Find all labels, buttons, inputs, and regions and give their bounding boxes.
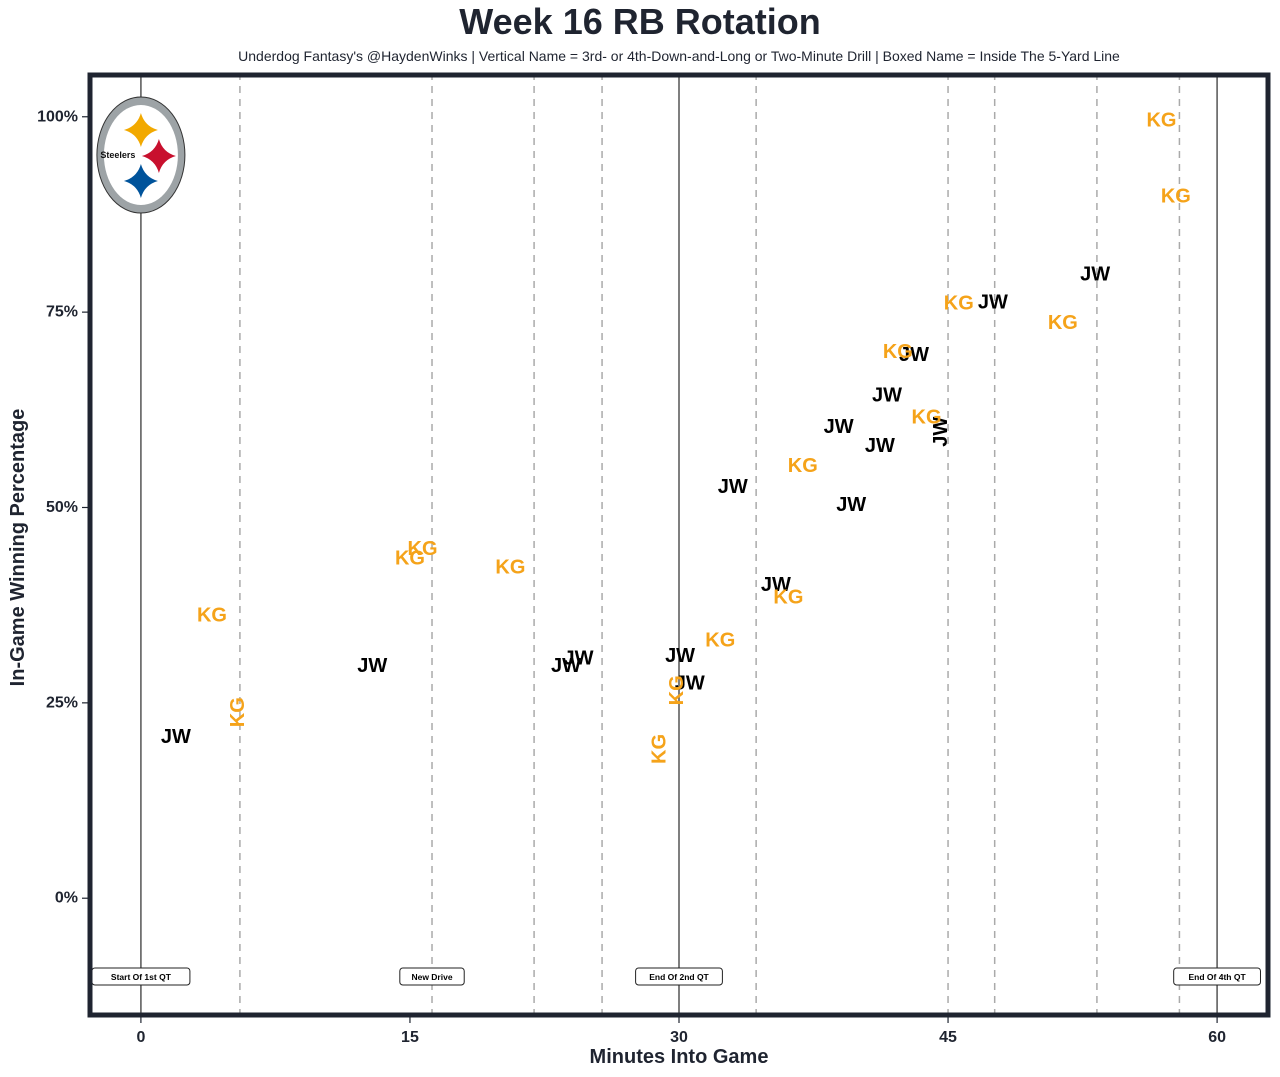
point-jw: JW (675, 672, 705, 694)
point-jw: JW (824, 416, 854, 438)
event-label-text: Start Of 1st QT (111, 972, 172, 982)
event-label-box (1173, 967, 1261, 986)
event-labels: Start Of 1st QT New Drive End Of 2nd QT End… (91, 967, 1261, 986)
y-axis-title: In-Game Winning Percentage (7, 409, 29, 687)
point-kg: KG (788, 455, 818, 477)
x-tick-label: 60 (1208, 1029, 1226, 1046)
point-jw: JW (551, 655, 581, 677)
point-jw: JW (161, 726, 191, 748)
logo-star-blue-icon (123, 164, 158, 198)
x-tick-label: 45 (939, 1029, 957, 1046)
y-tick-label: 50% (46, 499, 78, 516)
point-jw: JW (718, 476, 748, 498)
x-tick-label: 0 (136, 1029, 145, 1046)
event-label: New Drive (399, 967, 465, 986)
point-jw: JW (564, 647, 594, 669)
point-kg: KG (666, 675, 688, 705)
point-kg: KG (773, 586, 803, 608)
event-label: End Of 2nd QT (635, 967, 723, 986)
point-jw: JW (665, 645, 695, 667)
point-kg: KG (395, 547, 425, 569)
steelers-logo: Steelers (96, 96, 186, 214)
point-jw: JW (872, 385, 902, 407)
reference-lines (140, 73, 1218, 1017)
point-jw: JW (1080, 264, 1110, 286)
y-tick-label: 0% (55, 890, 78, 907)
point-jw: JW (761, 574, 791, 596)
point-jw: JW (930, 417, 952, 447)
y-tick-label: 25% (46, 694, 78, 711)
point-kg: KG (227, 697, 249, 727)
point-jw: JW (978, 292, 1008, 314)
plot-frame (87, 72, 1271, 1018)
point-jw: JW (357, 655, 387, 677)
logo-star-gold-icon (123, 113, 158, 147)
chart-subtitle: Underdog Fantasy's @HaydenWinks | Vertic… (238, 48, 1120, 64)
point-kg: KG (944, 293, 974, 315)
logo-text: Steelers (100, 150, 135, 160)
point-jw: JW (836, 494, 866, 516)
event-label-text: New Drive (411, 972, 452, 982)
y-tick-label: 75% (46, 304, 78, 321)
point-kg: KG (197, 604, 227, 626)
point-kg: KG (495, 557, 525, 579)
logo-star-red-icon (141, 139, 176, 173)
point-kg: KG (883, 341, 913, 363)
event-label-box (635, 967, 723, 986)
point-kg: KG (408, 538, 438, 560)
event-label-text: End Of 4th QT (1189, 972, 1247, 982)
event-label-box (399, 967, 465, 986)
point-kg: KG (1146, 110, 1176, 132)
chart-title: Week 16 RB Rotation (459, 1, 821, 42)
point-kg: KG (648, 734, 670, 764)
event-label: Start Of 1st QT (91, 967, 191, 986)
x-tick-label: 15 (401, 1029, 419, 1046)
event-label: End Of 4th QT (1173, 967, 1261, 986)
x-axis-title: Minutes Into Game (590, 1046, 769, 1068)
y-tick-label: 100% (37, 108, 78, 125)
point-jw: JW (899, 344, 929, 366)
event-label-text: End Of 2nd QT (649, 972, 709, 982)
logo-face (103, 105, 178, 205)
point-kg: KG (912, 407, 942, 429)
axes: 0 15 30 45 60 0% 25% 50% 75% 100% Minutes Into Gam… (7, 108, 1226, 1068)
x-tick-label: 30 (670, 1029, 688, 1046)
point-kg: KG (1048, 312, 1078, 334)
point-kg: KG (705, 629, 735, 651)
point-kg: KG (1161, 185, 1191, 207)
point-jw: JW (865, 435, 895, 457)
